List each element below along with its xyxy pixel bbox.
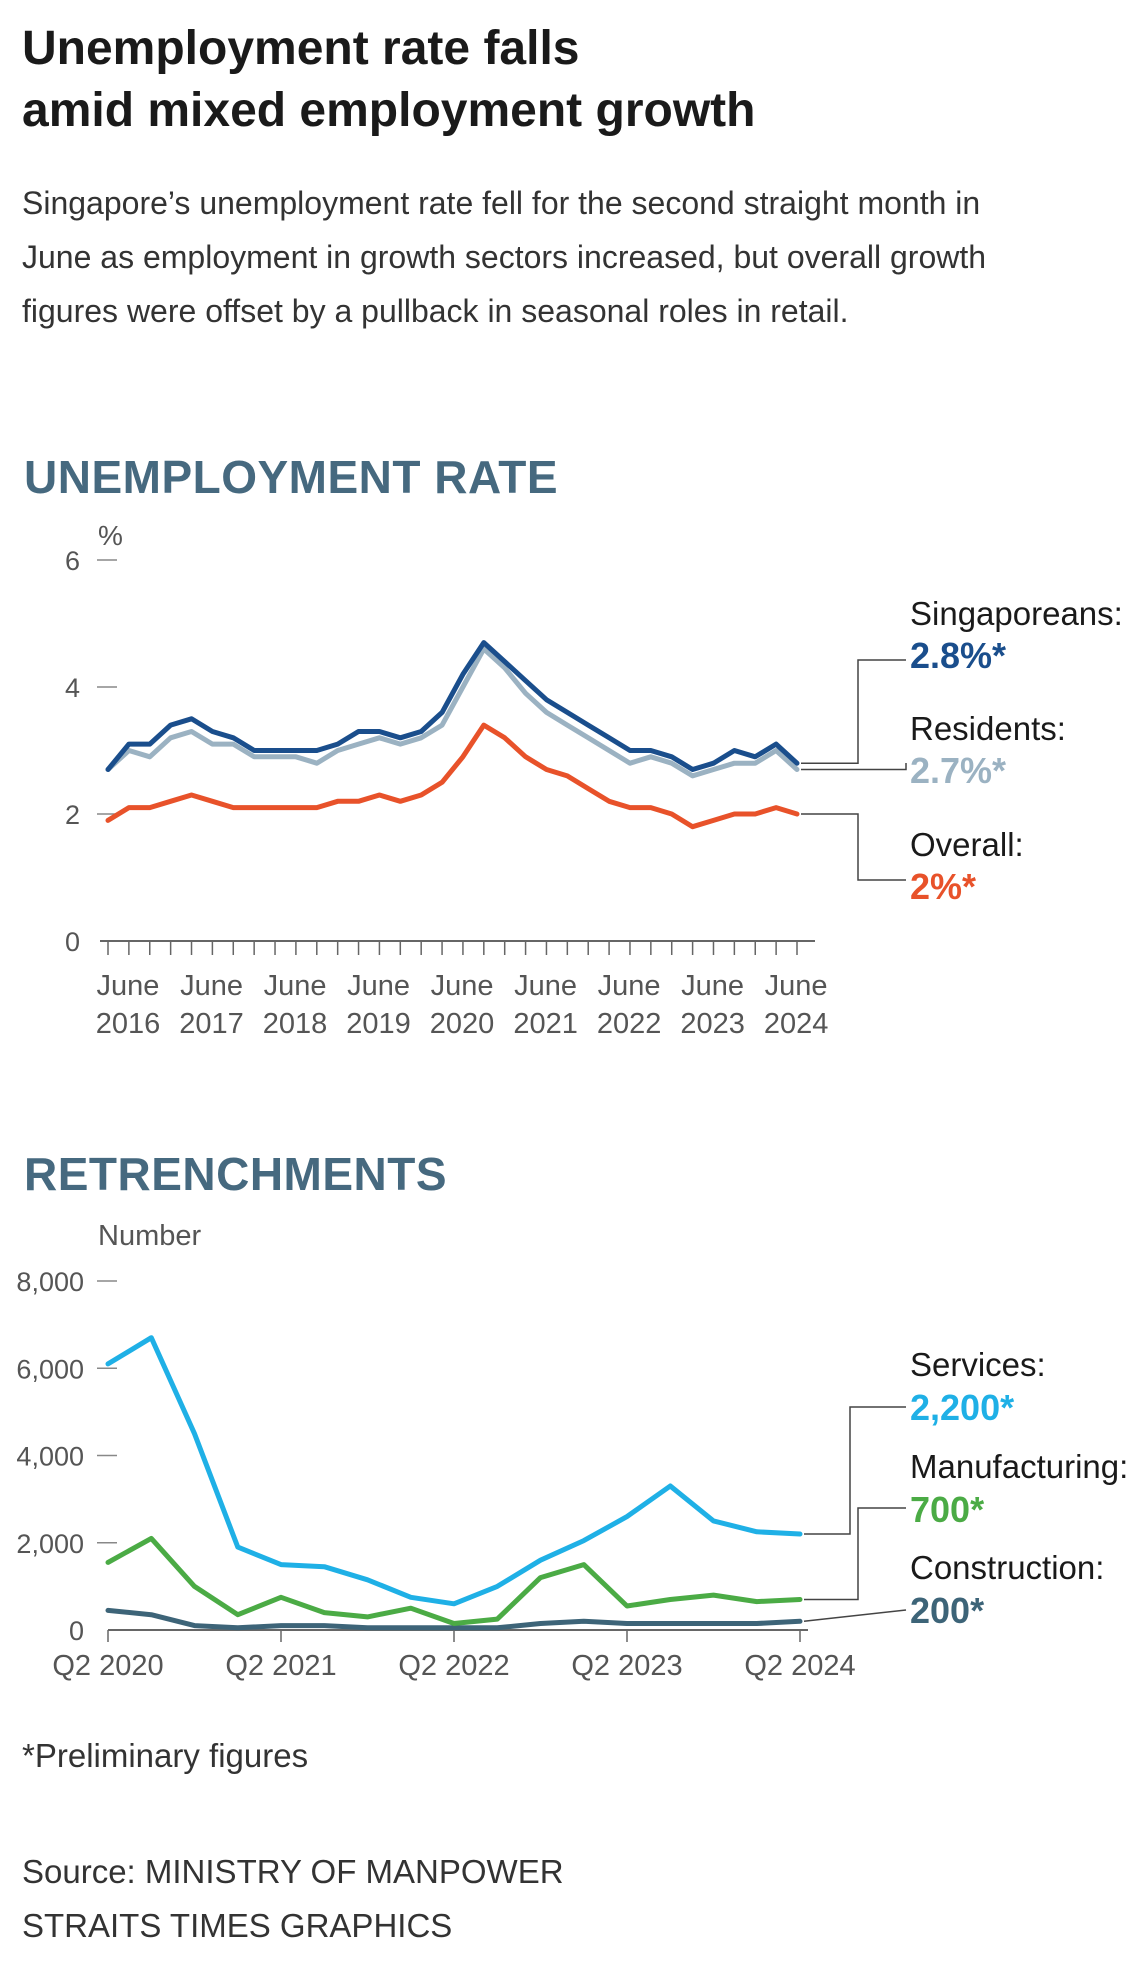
x-tick-year: 2023	[680, 1008, 745, 1040]
y-tick-label: 0	[65, 927, 80, 957]
x-tick-label: Q2 2022	[398, 1650, 509, 1682]
leader-line-construction	[803, 1609, 907, 1623]
source-credit: Source: MINISTRY OF MANPOWER STRAITS TIM…	[22, 1845, 564, 1953]
leader-line-residents	[801, 763, 907, 771]
y-tick-label: 0	[69, 1616, 84, 1646]
series-label-manufacturing: Manufacturing:	[910, 1448, 1128, 1485]
source-line: Source: MINISTRY OF MANPOWER	[22, 1853, 564, 1890]
x-tick-label: Q2 2021	[225, 1650, 336, 1682]
x-tick-year: 2021	[513, 1008, 578, 1040]
y-tick-label: 8,000	[16, 1267, 84, 1297]
x-tick-month: June	[97, 970, 160, 1002]
x-tick-month: June	[264, 970, 327, 1002]
y-tick-label: 2	[65, 800, 80, 830]
headline-line-1: Unemployment rate falls	[22, 22, 580, 75]
unemployment-rate-chart: % 0 2 4 6 June 2016 June 2017 June 2018 June 2019 Jun…	[65, 520, 1123, 1040]
x-tick-year: 2019	[346, 1008, 411, 1040]
y-tick-label: 6	[65, 546, 80, 576]
headline: Unemployment rate falls amid mixed emplo…	[22, 18, 1022, 142]
unemployment-rate-title: UNEMPLOYMENT RATE	[24, 451, 559, 503]
preliminary-footnote: *Preliminary figures	[22, 1737, 309, 1774]
series-line-overall	[105, 722, 800, 830]
x-tick-year: 2017	[179, 1008, 244, 1040]
y-axis-unit: %	[98, 520, 123, 551]
x-tick-month: June	[765, 970, 828, 1002]
series-value-services: 2,200*	[910, 1387, 1014, 1428]
y-tick-label: 4,000	[16, 1442, 84, 1472]
x-tick-month: June	[514, 970, 577, 1002]
x-tick-year: 2020	[430, 1008, 495, 1040]
series-line-residents	[105, 646, 800, 779]
y-tick-label: 6,000	[16, 1354, 84, 1384]
retrenchments-chart: Number 0 2,000 4,000 6,000 8,000 Q2 2020 Q2 202…	[16, 1220, 1128, 1682]
series-value-overall: 2%*	[910, 866, 976, 907]
x-tick-label: Q2 2023	[571, 1650, 682, 1682]
series-label-residents: Residents:	[910, 710, 1066, 747]
x-tick-year: 2022	[597, 1008, 662, 1040]
x-tick-label: Q2 2024	[744, 1650, 855, 1682]
series-value-construction: 200*	[910, 1590, 984, 1631]
series-label-singaporeans: Singaporeans:	[910, 595, 1123, 632]
series-value-manufacturing: 700*	[910, 1489, 984, 1530]
x-tick-month: June	[347, 970, 410, 1002]
y-tick-label: 4	[65, 673, 80, 703]
series-label-construction: Construction:	[910, 1549, 1104, 1586]
x-tick-month: June	[180, 970, 243, 1002]
series-value-singaporeans: 2.8%*	[910, 635, 1006, 676]
series-line-manufacturing	[105, 1535, 803, 1626]
series-line-construction	[105, 1607, 803, 1631]
credit-line: STRAITS TIMES GRAPHICS	[22, 1907, 453, 1944]
leader-line-manufacturing	[804, 1507, 906, 1601]
x-tick-label: Q2 2020	[52, 1650, 163, 1682]
headline-line-2: amid mixed employment growth	[22, 84, 756, 137]
series-label-services: Services:	[910, 1346, 1046, 1383]
x-tick-month: June	[598, 970, 661, 1002]
y-axis-unit: Number	[98, 1220, 201, 1252]
x-tick-year: 2016	[96, 1008, 161, 1040]
leader-line-services	[804, 1406, 906, 1535]
series-line-singaporeans	[105, 640, 800, 772]
leader-line-singaporeans	[801, 659, 906, 764]
series-line-services	[105, 1335, 803, 1607]
leader-line-overall	[801, 813, 906, 881]
series-value-residents: 2.7%*	[910, 750, 1006, 791]
x-tick-year: 2024	[764, 1008, 829, 1040]
x-tick-month: June	[431, 970, 494, 1002]
x-tick-year: 2018	[263, 1008, 328, 1040]
series-label-overall: Overall:	[910, 826, 1024, 863]
intro-paragraph: Singapore’s unemployment rate fell for t…	[22, 185, 987, 329]
retrenchments-title: RETRENCHMENTS	[24, 1148, 448, 1200]
x-tick-month: June	[681, 970, 744, 1002]
y-tick-label: 2,000	[16, 1529, 84, 1559]
